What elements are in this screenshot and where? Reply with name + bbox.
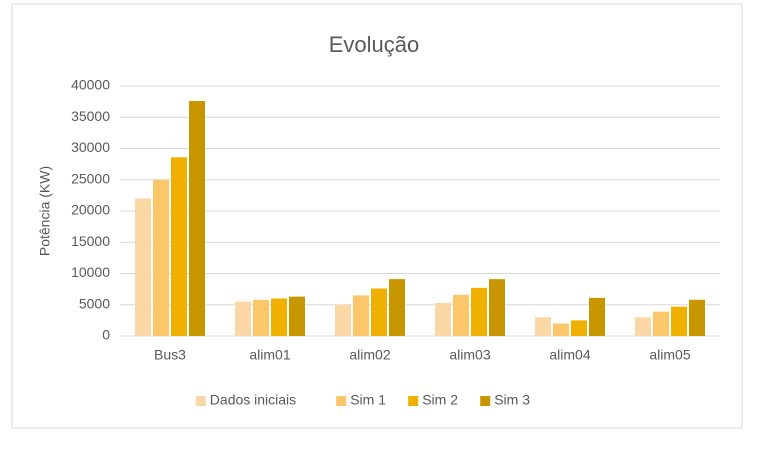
- bar: [135, 198, 151, 336]
- bar: [271, 298, 287, 336]
- legend-swatch: [408, 396, 419, 406]
- bar: [235, 301, 251, 336]
- bar: [171, 157, 187, 336]
- y-tick-label: 40000: [71, 77, 110, 93]
- bar: [489, 279, 505, 336]
- y-tick-label: 25000: [71, 170, 110, 186]
- bar: [453, 294, 469, 336]
- y-tick-label: 0: [102, 327, 110, 343]
- legend-swatch: [195, 396, 206, 406]
- bar: [589, 297, 605, 336]
- x-tick-label: alim03: [449, 347, 490, 363]
- bar: [635, 317, 651, 336]
- bar: [189, 101, 205, 336]
- bar: [253, 299, 269, 336]
- bar: [153, 179, 169, 336]
- bar: [653, 311, 669, 336]
- x-tick-label: Bus3: [154, 347, 186, 363]
- legend-swatch: [480, 396, 491, 406]
- legend-label: Sim 2: [422, 392, 458, 408]
- legend-label: Dados iniciais: [210, 392, 296, 408]
- bar: [435, 302, 451, 336]
- y-tick-label: 15000: [71, 233, 110, 249]
- y-tick-label: 30000: [71, 139, 110, 155]
- bar: [335, 304, 351, 336]
- bar: [571, 320, 587, 336]
- bar: [389, 279, 405, 336]
- y-tick-label: 35000: [71, 108, 110, 124]
- bar: [671, 306, 687, 336]
- bar: [471, 287, 487, 336]
- x-tick-label: alim05: [649, 347, 690, 363]
- y-tick-label: 5000: [79, 295, 110, 311]
- chart-frame: [11, 3, 743, 429]
- bar: [689, 299, 705, 336]
- legend-label: Sim 1: [350, 392, 386, 408]
- bar: [535, 317, 551, 336]
- y-tick-label: 20000: [71, 202, 110, 218]
- y-tick-label: 10000: [71, 264, 110, 280]
- bar: [289, 296, 305, 336]
- bar: [353, 295, 369, 336]
- legend-swatch: [336, 396, 347, 406]
- x-tick-label: alim01: [249, 347, 290, 363]
- legend-label: Sim 3: [494, 392, 530, 408]
- y-axis-label: Potência (KW): [37, 166, 53, 256]
- bar: [371, 288, 387, 336]
- x-tick-label: alim02: [349, 347, 390, 363]
- x-tick-label: alim04: [549, 347, 590, 363]
- chart-title: Evolução: [329, 32, 420, 57]
- bar: [553, 323, 569, 336]
